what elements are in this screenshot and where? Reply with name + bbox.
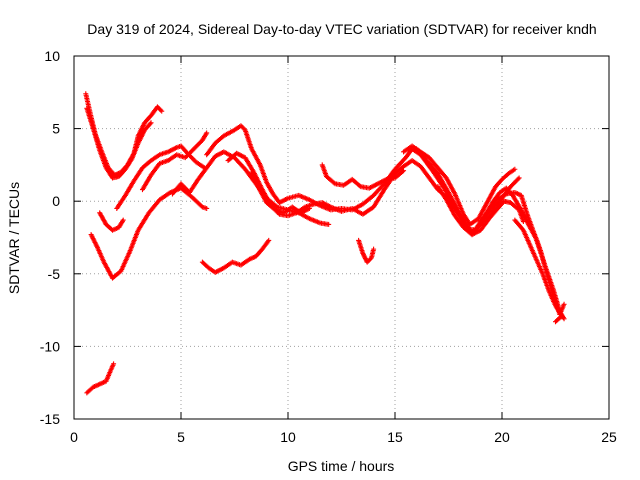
data-point — [306, 205, 312, 211]
data-point — [561, 301, 567, 307]
tick-labels: 0 5 10 15 20 25 -15 -10 -5 0 5 10 — [40, 48, 617, 445]
y-tick-label: -15 — [40, 411, 60, 427]
x-tick-label: 25 — [601, 429, 617, 445]
x-axis-label: GPS time / hours — [288, 458, 395, 474]
ticks — [73, 55, 610, 420]
data-point — [204, 205, 210, 211]
data-point — [515, 176, 521, 182]
x-tick-label: 10 — [280, 429, 296, 445]
data-point — [399, 169, 405, 175]
y-tick-label: 5 — [52, 121, 60, 137]
data-point — [561, 316, 567, 322]
data-point — [111, 361, 117, 367]
data-point — [554, 318, 560, 324]
series-arc-2 — [84, 105, 154, 181]
y-tick-label: 0 — [52, 193, 60, 209]
series-arc-13 — [356, 237, 377, 265]
series-arc-6 — [139, 130, 210, 193]
data-point — [266, 237, 272, 243]
series-arc-18 — [84, 361, 117, 396]
series-arc-12 — [319, 162, 407, 191]
data-point — [401, 168, 407, 174]
data-point — [148, 120, 154, 126]
data-point — [241, 126, 247, 132]
x-tick-label: 0 — [70, 429, 78, 445]
data-point — [147, 121, 153, 127]
y-tick-label: -5 — [48, 266, 61, 282]
series-arc-10 — [249, 169, 312, 216]
series-arc-4 — [88, 185, 210, 281]
data-series — [83, 91, 567, 396]
data-point — [204, 130, 210, 136]
data-point — [158, 107, 164, 113]
y-tick-label: 10 — [44, 48, 60, 64]
chart-title: Day 319 of 2024, Sidereal Day-to-day VTE… — [87, 21, 596, 37]
data-point — [159, 108, 165, 114]
x-tick-label: 5 — [177, 429, 185, 445]
grid — [74, 56, 609, 419]
data-point — [326, 221, 332, 227]
series-arc-17 — [512, 217, 565, 325]
data-point — [120, 217, 126, 223]
x-tick-label: 20 — [494, 429, 510, 445]
data-point — [516, 175, 522, 181]
y-tick-label: -10 — [40, 338, 60, 354]
series-arc-3 — [97, 210, 126, 233]
data-point — [512, 166, 518, 172]
x-tick-label: 15 — [387, 429, 403, 445]
data-point — [553, 319, 558, 325]
series-arc-11 — [199, 237, 272, 275]
plot-frame — [73, 55, 610, 420]
data-point — [367, 256, 373, 262]
y-axis-label: SDTVAR / TECUs — [6, 182, 22, 294]
data-point — [371, 246, 377, 252]
